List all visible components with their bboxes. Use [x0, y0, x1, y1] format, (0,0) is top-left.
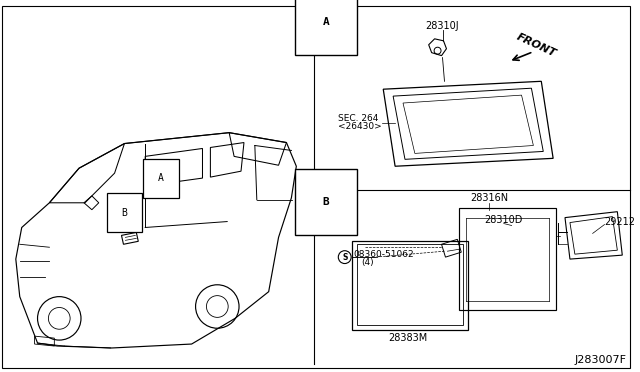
Text: FRONT: FRONT: [515, 32, 558, 59]
Text: 28310J: 28310J: [426, 21, 460, 31]
Text: B: B: [122, 208, 127, 218]
Text: J283007F: J283007F: [574, 355, 626, 365]
Text: 28310D: 28310D: [484, 215, 523, 225]
Text: (4): (4): [362, 257, 374, 267]
Text: SEC. 264: SEC. 264: [338, 114, 378, 124]
Text: A: A: [323, 17, 330, 27]
Text: 28316N: 28316N: [470, 193, 508, 203]
Text: S: S: [342, 253, 348, 262]
Text: 28383M: 28383M: [388, 333, 428, 343]
Text: B: B: [323, 197, 330, 207]
Text: A: A: [158, 173, 164, 183]
Text: <26430>: <26430>: [338, 122, 381, 131]
Text: 29212: 29212: [605, 217, 636, 227]
Text: 08360-51062: 08360-51062: [354, 250, 414, 259]
